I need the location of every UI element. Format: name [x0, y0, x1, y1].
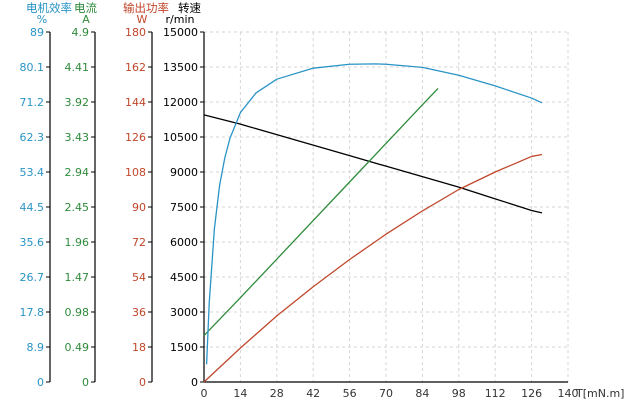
- current-axis-title: 电流: [74, 1, 97, 15]
- speed-tick-label: 1500: [170, 341, 198, 354]
- power-tick-label: 90: [132, 201, 146, 214]
- current-tick-label: 1.47: [65, 271, 90, 284]
- efficiency-tick-label: 44.5: [20, 201, 45, 214]
- power-tick-label: 108: [125, 166, 146, 179]
- power-series-line: [203, 153, 543, 383]
- x-tick-label: 14: [233, 387, 247, 400]
- grid: [204, 31, 569, 382]
- speed-tick-label: 0: [191, 376, 198, 389]
- current-tick-label: 4.9: [72, 26, 90, 39]
- speed-tick-label: 7500: [170, 201, 198, 214]
- speed-axis-unit: r/min: [166, 13, 195, 26]
- x-tick-label: 112: [485, 387, 506, 400]
- efficiency-tick-label: 26.7: [20, 271, 45, 284]
- efficiency-tick-label: 0: [37, 376, 44, 389]
- x-tick-label: 126: [521, 387, 542, 400]
- speed-tick-label: 3000: [170, 306, 198, 319]
- speed-axis-title: 转速: [178, 1, 201, 15]
- efficiency-tick-label: 71.2: [20, 96, 45, 109]
- axes: [46, 31, 568, 383]
- power-tick-label: 36: [132, 306, 146, 319]
- x-tick-label: 28: [270, 387, 284, 400]
- power-tick-label: 54: [132, 271, 146, 284]
- power-tick-label: 0: [139, 376, 146, 389]
- power-tick-label: 162: [125, 61, 146, 74]
- power-axis-title: 输出功率: [123, 1, 169, 15]
- x-axis-label: T[mN.m]: [575, 387, 624, 400]
- x-tick-label: 70: [379, 387, 393, 400]
- efficiency-tick-label: 89: [30, 26, 44, 39]
- x-tick-label: 140: [558, 387, 579, 400]
- efficiency-tick-label: 35.6: [20, 236, 45, 249]
- efficiency-tick-label: 80.1: [20, 61, 45, 74]
- efficiency-tick-label: 62.3: [20, 131, 45, 144]
- speed-tick-label: 12000: [163, 96, 198, 109]
- current-tick-label: 0: [82, 376, 89, 389]
- efficiency-tick-label: 53.4: [20, 166, 45, 179]
- current-axis-unit: A: [82, 13, 90, 26]
- current-tick-label: 2.45: [65, 201, 90, 214]
- x-tick-label: 84: [415, 387, 429, 400]
- speed-series-line: [203, 114, 543, 214]
- current-tick-label: 4.41: [65, 61, 90, 74]
- current-tick-label: 2.94: [65, 166, 90, 179]
- speed-tick-label: 15000: [163, 26, 198, 39]
- power-tick-label: 126: [125, 131, 146, 144]
- efficiency-axis-unit: %: [37, 13, 47, 26]
- speed-tick-label: 4500: [170, 271, 198, 284]
- x-tick-label: 98: [452, 387, 466, 400]
- series-lines: [203, 63, 543, 383]
- speed-tick-label: 13500: [163, 61, 198, 74]
- current-tick-label: 1.96: [65, 236, 90, 249]
- current-series-line: [203, 87, 439, 337]
- power-axis-unit: W: [137, 13, 148, 26]
- efficiency-axis-title: 电机效率: [26, 1, 72, 15]
- power-tick-label: 144: [125, 96, 146, 109]
- power-tick-label: 72: [132, 236, 146, 249]
- current-tick-label: 0.98: [65, 306, 90, 319]
- x-tick-label: 0: [201, 387, 208, 400]
- power-tick-label: 180: [125, 26, 146, 39]
- x-tick-label: 56: [343, 387, 357, 400]
- speed-tick-label: 9000: [170, 166, 198, 179]
- current-tick-label: 3.92: [65, 96, 90, 109]
- current-tick-label: 3.43: [65, 131, 90, 144]
- speed-tick-label: 6000: [170, 236, 198, 249]
- efficiency-tick-label: 17.8: [20, 306, 45, 319]
- efficiency-tick-label: 8.9: [27, 341, 45, 354]
- x-tick-label: 42: [306, 387, 320, 400]
- efficiency-series-line: [205, 63, 543, 365]
- current-tick-label: 0.49: [65, 341, 90, 354]
- power-tick-label: 18: [132, 341, 146, 354]
- speed-tick-label: 10500: [163, 131, 198, 144]
